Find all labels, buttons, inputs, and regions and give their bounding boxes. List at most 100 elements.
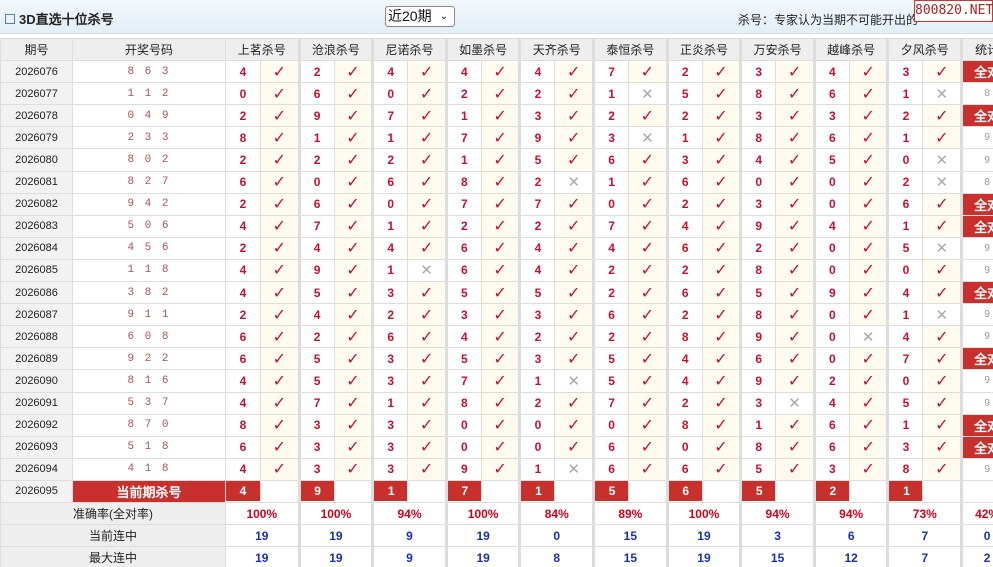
check-icon: ✓	[775, 347, 815, 371]
period-cell: 2026090	[0, 369, 73, 393]
check-icon: ✓	[628, 435, 668, 459]
kill-number-cell: 8	[665, 325, 703, 349]
kill-number-cell: 4	[225, 281, 261, 305]
check-icon: ✓	[480, 413, 521, 437]
check-icon: ✓	[628, 281, 668, 305]
kill-number-cell: 8	[739, 126, 777, 150]
check-icon: ✓	[701, 60, 742, 84]
kill-number-cell: 3	[371, 457, 409, 481]
kill-number-cell: 1	[886, 126, 924, 150]
kill-number-cell: 2	[518, 82, 556, 106]
kill-number-cell: 6	[665, 281, 703, 305]
kill-number-cell: 6	[225, 435, 261, 459]
kill-number-cell: 3	[812, 457, 850, 481]
check-icon: ✓	[775, 104, 815, 128]
check-icon: ✓	[848, 170, 889, 194]
summary-row: 当前连中 19 19 9 19 0 15 19 3 6 7 0	[0, 524, 993, 548]
table-row: 2026079 2 3 3 8 ✓ 1 ✓ 1 ✓ 7 ✓ 9 ✓ 3 ✕ 1 ✓ 8 ✓ 6 ✓ 1 ✓ 9	[0, 126, 993, 150]
kill-number-cell: 2	[518, 170, 556, 194]
kill-number-cell: 3	[739, 104, 777, 128]
check-icon: ✓	[701, 457, 742, 481]
check-icon: ✓	[848, 104, 889, 128]
kill-number-cell: 6	[886, 192, 924, 216]
table-row: 2026077 1 1 2 0 ✓ 6 ✓ 0 ✓ 2 ✓ 2 ✓ 1 ✕ 5 ✓ 8 ✓ 6 ✓ 1 ✕ 8	[0, 82, 993, 106]
summary-value: 7	[886, 546, 963, 567]
kill-number-cell: 3	[518, 347, 556, 371]
kill-number-cell: 3	[371, 281, 409, 305]
kill-number-cell: 0	[592, 192, 630, 216]
draw-number-cell: 1 1 8	[72, 258, 226, 283]
square-icon	[5, 13, 15, 24]
check-icon: ✓	[848, 258, 889, 283]
check-icon: ✓	[260, 236, 300, 260]
kill-number-cell: 2	[371, 303, 409, 327]
stats-cell: 全对	[960, 435, 993, 459]
check-icon: ✓	[407, 325, 447, 349]
draw-number-cell: 9 4 2	[72, 192, 226, 216]
check-icon: ✓	[701, 192, 742, 216]
stats-cell: 9	[960, 369, 993, 393]
check-icon: ✓	[333, 325, 374, 349]
kill-number-cell: 2	[665, 303, 703, 327]
check-icon: ✓	[922, 214, 963, 238]
draw-number-cell: 8 0 2	[72, 148, 226, 172]
check-icon: ✓	[848, 192, 889, 216]
kill-number-cell: 4	[225, 457, 261, 481]
summary-row: 最大连中 19 19 9 19 8 15 19 15 12 7 2	[0, 546, 993, 567]
summary-value: 19	[444, 546, 521, 567]
check-icon: ✓	[554, 391, 595, 415]
stats-cell: 全对	[960, 413, 993, 437]
kill-number-cell: 2	[444, 214, 482, 238]
empty-cell	[848, 479, 889, 503]
check-icon: ✓	[775, 192, 815, 216]
summary-value: 15	[592, 524, 668, 548]
kill-number-cell: 4	[444, 325, 482, 349]
kill-number-cell: 6	[665, 170, 703, 194]
period-cell: 2026089	[0, 347, 73, 371]
check-icon: ✓	[848, 82, 889, 106]
check-icon: ✓	[333, 435, 374, 459]
kill-number-cell: 1	[444, 148, 482, 172]
kill-number-cell: 4	[518, 258, 556, 283]
header-expert: 夕风杀号	[886, 38, 963, 62]
check-icon: ✓	[848, 126, 889, 150]
kill-number-cell: 7	[297, 214, 335, 238]
watermark: 800820.NET	[914, 0, 993, 22]
kill-number-table-container: 期号 开奖号码 上茗杀号 沧浪杀号 尼诺杀号 如墨杀号 天齐杀号 泰恒杀号 正炎杀号 万安杀号…	[0, 38, 993, 567]
kill-number-cell: 0	[812, 170, 850, 194]
kill-number-cell: 3	[739, 192, 777, 216]
period-range-select[interactable]: 近20期 ⌄	[385, 6, 455, 27]
period-cell: 2026080	[0, 148, 73, 172]
kill-number-cell: 6	[592, 457, 630, 481]
draw-number-cell: 6 0 8	[72, 325, 226, 349]
current-period-row: 2026095 当前期杀号 4 9 1 7 1 5 6 5 2 1	[0, 479, 993, 503]
kill-number-cell: 0	[812, 347, 850, 371]
kill-number-cell: 5	[739, 457, 777, 481]
header-expert: 正炎杀号	[665, 38, 742, 62]
cross-icon: ✕	[922, 236, 963, 260]
cross-icon: ✕	[922, 170, 963, 194]
kill-number-cell: 9	[739, 325, 777, 349]
kill-number-cell: 4	[665, 369, 703, 393]
kill-number-cell: 1	[371, 126, 409, 150]
check-icon: ✓	[333, 457, 374, 481]
kill-number-note: 杀号：专家认为当期不可能开出的	[738, 13, 919, 27]
draw-number-cell: 3 8 2	[72, 281, 226, 305]
check-icon: ✓	[701, 347, 742, 371]
kill-number-cell: 0	[297, 170, 335, 194]
stats-cell: 全对	[960, 104, 993, 128]
kill-number-cell: 6	[665, 457, 703, 481]
summary-value: 100%	[444, 501, 521, 526]
kill-number-cell: 5	[297, 369, 335, 393]
check-icon: ✓	[407, 236, 447, 260]
draw-number-cell: 5 0 6	[72, 214, 226, 238]
check-icon: ✓	[480, 347, 521, 371]
header-expert: 越峰杀号	[812, 38, 889, 62]
check-icon: ✓	[333, 369, 374, 393]
current-kill-cell: 9	[297, 479, 335, 503]
header-expert: 沧浪杀号	[297, 38, 374, 62]
check-icon: ✓	[333, 258, 374, 283]
summary-value: 9	[371, 524, 447, 548]
